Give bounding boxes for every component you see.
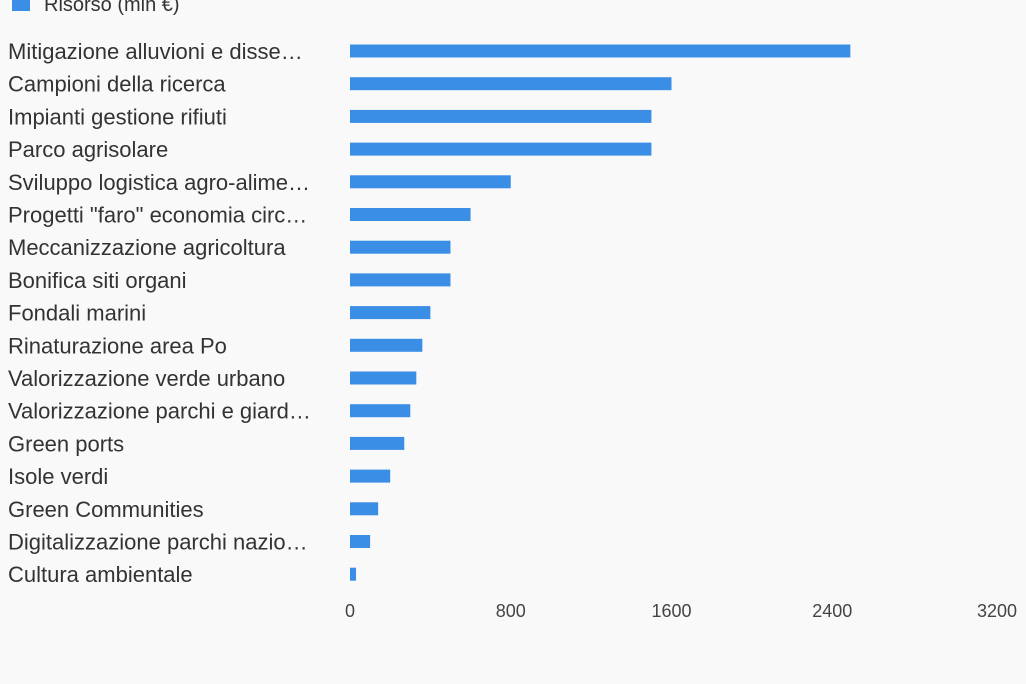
legend-swatch: [12, 0, 30, 11]
bar[interactable]: [350, 469, 391, 483]
category-label: Impianti gestione rifiuti: [8, 104, 227, 129]
bar[interactable]: [350, 142, 652, 156]
category-label: Valorizzazione parchi e giard…: [8, 399, 311, 424]
x-tick-label: 800: [496, 601, 526, 621]
category-label: Mitigazione alluvioni e disse…: [8, 39, 303, 64]
x-tick-label: 3200: [977, 601, 1017, 621]
bar[interactable]: [350, 535, 371, 548]
category-label: Meccanizzazione agricoltura: [8, 235, 286, 260]
category-label: Parco agrisolare: [8, 137, 168, 162]
bar[interactable]: [350, 240, 451, 254]
bar[interactable]: [350, 109, 652, 123]
bar[interactable]: [350, 44, 851, 58]
bar[interactable]: [350, 77, 672, 91]
category-label: Digitalizzazione parchi nazio…: [8, 530, 308, 555]
bars: [350, 44, 851, 581]
category-label: Progetti "faro" economia circ…: [8, 203, 307, 228]
bar[interactable]: [350, 567, 357, 581]
category-label: Fondali marini: [8, 301, 146, 326]
bar[interactable]: [350, 502, 379, 516]
x-tick-label: 2400: [812, 601, 852, 621]
category-label: Sviluppo logistica agro-alime…: [8, 170, 310, 195]
bar[interactable]: [350, 371, 417, 385]
x-tick-label: 0: [345, 601, 355, 621]
bar[interactable]: [350, 338, 423, 352]
bar[interactable]: [350, 436, 405, 450]
legend-label: Risorso (mln €): [44, 0, 180, 16]
category-label: Green ports: [8, 431, 124, 456]
category-label: Isole verdi: [8, 464, 108, 489]
bar[interactable]: [350, 273, 451, 287]
category-labels: Mitigazione alluvioni e disse… Campioni d…: [8, 39, 311, 587]
category-label: Cultura ambientale: [8, 562, 193, 587]
bar[interactable]: [350, 175, 511, 189]
category-label: Green Communities: [8, 497, 204, 522]
category-label: Rinaturazione area Po: [8, 333, 227, 358]
x-tick-label: 1600: [651, 601, 691, 621]
x-axis-ticks: 0 800 1600 2400 3200: [345, 601, 1017, 621]
bar[interactable]: [350, 208, 471, 221]
legend: Risorso (mln €): [12, 0, 180, 16]
category-label: Valorizzazione verde urbano: [8, 366, 285, 391]
bar[interactable]: [350, 404, 411, 418]
category-label: Campioni della ricerca: [8, 72, 226, 97]
category-label: Bonifica siti organi: [8, 268, 187, 293]
bar[interactable]: [350, 306, 431, 320]
